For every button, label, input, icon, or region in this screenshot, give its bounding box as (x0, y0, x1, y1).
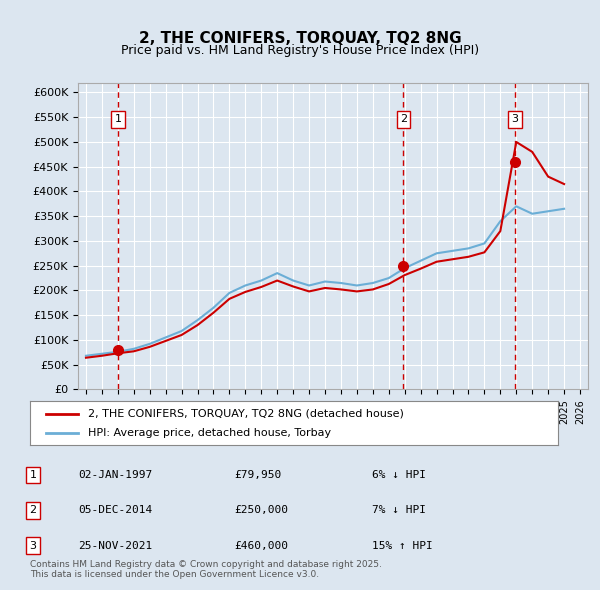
Text: 25-NOV-2021: 25-NOV-2021 (78, 541, 152, 550)
Text: 1: 1 (115, 114, 122, 124)
Text: 3: 3 (511, 114, 518, 124)
Text: 2: 2 (29, 506, 37, 515)
Text: Contains HM Land Registry data © Crown copyright and database right 2025.
This d: Contains HM Land Registry data © Crown c… (30, 560, 382, 579)
Text: 2: 2 (400, 114, 407, 124)
Text: £460,000: £460,000 (234, 541, 288, 550)
Text: £79,950: £79,950 (234, 470, 281, 480)
Text: 02-JAN-1997: 02-JAN-1997 (78, 470, 152, 480)
Text: 3: 3 (29, 541, 37, 550)
Text: 1: 1 (29, 470, 37, 480)
Text: Price paid vs. HM Land Registry's House Price Index (HPI): Price paid vs. HM Land Registry's House … (121, 44, 479, 57)
Text: 6% ↓ HPI: 6% ↓ HPI (372, 470, 426, 480)
Text: 05-DEC-2014: 05-DEC-2014 (78, 506, 152, 515)
Text: 7% ↓ HPI: 7% ↓ HPI (372, 506, 426, 515)
Text: HPI: Average price, detached house, Torbay: HPI: Average price, detached house, Torb… (88, 428, 331, 438)
Text: 2, THE CONIFERS, TORQUAY, TQ2 8NG (detached house): 2, THE CONIFERS, TORQUAY, TQ2 8NG (detac… (88, 409, 404, 418)
Text: 15% ↑ HPI: 15% ↑ HPI (372, 541, 433, 550)
Text: 2, THE CONIFERS, TORQUAY, TQ2 8NG: 2, THE CONIFERS, TORQUAY, TQ2 8NG (139, 31, 461, 46)
Text: £250,000: £250,000 (234, 506, 288, 515)
